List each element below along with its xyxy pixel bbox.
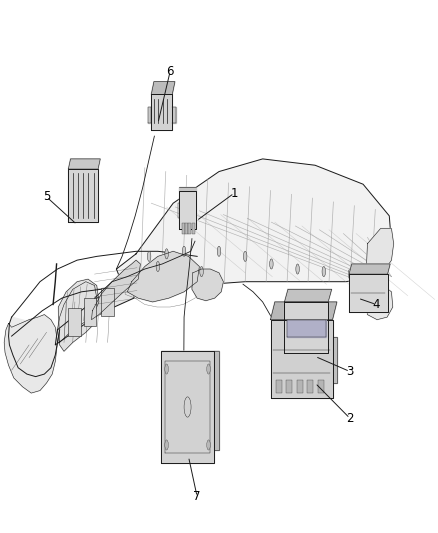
Circle shape (165, 364, 168, 374)
Polygon shape (151, 94, 172, 130)
Polygon shape (179, 187, 196, 191)
Polygon shape (271, 320, 332, 398)
Polygon shape (151, 82, 175, 94)
Polygon shape (287, 320, 326, 337)
Polygon shape (214, 351, 219, 450)
Circle shape (270, 259, 273, 269)
Circle shape (244, 252, 247, 262)
Polygon shape (172, 107, 176, 124)
Polygon shape (192, 269, 223, 301)
Polygon shape (285, 289, 332, 302)
Polygon shape (4, 314, 57, 393)
Text: 4: 4 (372, 298, 380, 311)
Bar (68, 308, 81, 336)
Circle shape (156, 262, 159, 271)
Polygon shape (332, 337, 337, 383)
Circle shape (165, 440, 168, 450)
Bar (276, 381, 282, 393)
Circle shape (296, 264, 299, 274)
Text: 1: 1 (230, 187, 238, 199)
Text: 6: 6 (166, 65, 174, 78)
Polygon shape (68, 169, 98, 222)
Polygon shape (9, 317, 60, 377)
Circle shape (207, 440, 210, 450)
Polygon shape (285, 302, 328, 352)
Polygon shape (161, 351, 214, 463)
Circle shape (182, 246, 186, 256)
Polygon shape (57, 281, 97, 351)
Circle shape (148, 252, 151, 262)
Polygon shape (179, 191, 196, 229)
Bar (192, 223, 194, 233)
Bar (101, 288, 114, 316)
Polygon shape (367, 229, 394, 277)
Bar (307, 381, 313, 393)
Bar (318, 381, 324, 393)
Circle shape (165, 249, 168, 259)
Polygon shape (349, 264, 390, 274)
Polygon shape (58, 279, 99, 342)
Text: 5: 5 (43, 190, 50, 204)
Bar (188, 223, 191, 233)
Text: 7: 7 (194, 490, 201, 503)
Bar (182, 223, 184, 233)
Polygon shape (349, 274, 388, 312)
Circle shape (217, 246, 221, 256)
Polygon shape (365, 279, 393, 320)
Text: 3: 3 (346, 365, 353, 378)
Bar (84, 298, 96, 326)
Circle shape (207, 364, 210, 374)
Text: 2: 2 (346, 412, 354, 425)
Polygon shape (55, 281, 136, 345)
Polygon shape (92, 260, 141, 320)
Circle shape (322, 266, 325, 277)
Polygon shape (117, 159, 392, 292)
Polygon shape (68, 159, 100, 169)
Polygon shape (127, 252, 199, 302)
Bar (286, 381, 292, 393)
Circle shape (348, 269, 352, 279)
Polygon shape (271, 302, 337, 320)
Bar (297, 381, 303, 393)
Polygon shape (148, 107, 151, 124)
Circle shape (200, 266, 203, 277)
Bar (185, 223, 188, 233)
